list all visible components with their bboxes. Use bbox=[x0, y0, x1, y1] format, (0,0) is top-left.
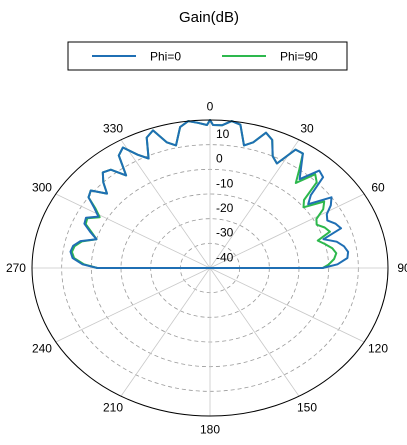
polar-grid bbox=[32, 120, 388, 416]
series-layer bbox=[69, 119, 350, 269]
chart-title: Gain(dB) bbox=[179, 9, 239, 26]
legend-entry-label: Phi=0 bbox=[150, 50, 181, 64]
angle-tick-label: 240 bbox=[32, 342, 52, 356]
radial-labels: 10 0 -10 -20 -30 -40 bbox=[216, 127, 234, 264]
angle-tick-label: 60 bbox=[371, 180, 385, 194]
series-line bbox=[69, 119, 350, 269]
radial-tick-label: 0 bbox=[216, 152, 223, 166]
radial-tick-label: -10 bbox=[216, 176, 234, 190]
grid-spoke bbox=[55, 193, 211, 269]
angle-tick-label: 330 bbox=[103, 121, 123, 135]
radial-tick-label: -40 bbox=[216, 250, 234, 264]
grid-spoke bbox=[209, 139, 300, 269]
angle-tick-label: 90 bbox=[397, 261, 407, 275]
angle-tick-label: 30 bbox=[300, 121, 314, 135]
radial-tick-label: -20 bbox=[216, 201, 234, 215]
radial-tick-label: 10 bbox=[216, 127, 230, 141]
grid-spoke bbox=[120, 267, 211, 397]
angle-tick-label: 150 bbox=[297, 401, 317, 415]
radial-tick-label: -30 bbox=[216, 226, 234, 240]
angle-tick-label: 180 bbox=[200, 422, 220, 436]
angle-tick-label: 270 bbox=[6, 261, 26, 275]
outer-ring bbox=[31, 119, 389, 417]
angle-labels: 0 30 60 90 120 150 180 210 240 270 300 330 bbox=[6, 100, 407, 437]
legend: Phi=0 Phi=90 bbox=[67, 41, 348, 71]
angle-tick-label: 210 bbox=[103, 401, 123, 415]
grid-spoke bbox=[55, 267, 211, 343]
legend-entry-label: Phi=90 bbox=[280, 50, 318, 64]
outer-ring-ellipse bbox=[31, 119, 389, 417]
grid-spoke bbox=[209, 267, 300, 397]
grid-spoke bbox=[209, 267, 365, 343]
grid-spoke bbox=[120, 139, 211, 269]
angle-tick-label: 120 bbox=[368, 342, 388, 356]
angle-tick-label: 0 bbox=[207, 100, 214, 114]
grid-spoke bbox=[209, 193, 365, 269]
angle-tick-label: 300 bbox=[32, 180, 52, 194]
